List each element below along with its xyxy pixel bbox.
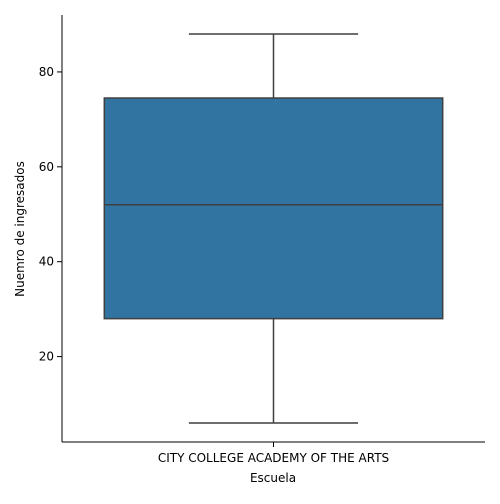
x-tick-label: CITY COLLEGE ACADEMY OF THE ARTS — [158, 451, 389, 465]
y-tick-label: 40 — [39, 255, 54, 269]
y-ticks: 20 40 60 80 — [39, 65, 62, 364]
y-tick-label: 80 — [39, 65, 54, 79]
plot-area — [103, 33, 444, 424]
y-tick-label: 60 — [39, 160, 54, 174]
x-ticks: CITY COLLEGE ACADEMY OF THE ARTS — [158, 442, 389, 465]
box-iqr — [103, 97, 444, 320]
x-axis-label: Escuela — [250, 471, 296, 485]
y-tick-label: 20 — [39, 350, 54, 364]
y-axis-label: Nuemro de ingresados — [13, 161, 27, 297]
